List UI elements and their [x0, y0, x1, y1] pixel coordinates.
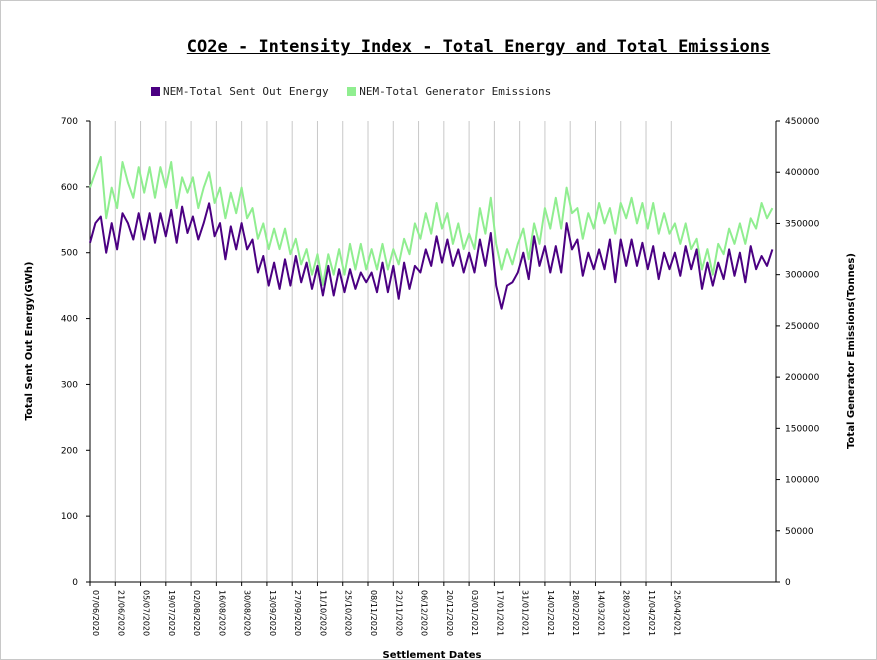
- x-tick-label: 28/03/2021: [622, 590, 631, 636]
- x-tick-label: 14/02/2021: [546, 590, 555, 636]
- legend: NEM-Total Sent Out Energy NEM-Total Gene…: [151, 85, 563, 98]
- x-tick-label: 19/07/2020: [167, 590, 176, 636]
- x-tick-label: 27/09/2020: [293, 590, 302, 636]
- x-tick-label: 20/12/2020: [445, 590, 454, 636]
- x-tick-label: 31/01/2021: [521, 590, 530, 636]
- legend-item-emissions: NEM-Total Generator Emissions: [347, 85, 551, 98]
- y-right-tick-label: 50000: [785, 527, 814, 537]
- y-right-tick-label: 250000: [785, 322, 820, 332]
- x-tick-label: 14/03/2021: [596, 590, 605, 636]
- y-right-tick-label: 150000: [785, 424, 820, 434]
- x-tick-label: 11/04/2021: [647, 590, 656, 636]
- x-tick-label: 17/01/2021: [495, 590, 504, 636]
- grid-lines: [114, 121, 672, 582]
- series-line-emissions: [89, 155, 774, 286]
- x-tick-label: 07/06/2020: [91, 590, 100, 636]
- y-left-tick-label: 100: [61, 512, 78, 522]
- y-left-tick-label: 700: [61, 117, 78, 127]
- y-axis-left-label: Total Sent Out Energy(GWh): [24, 262, 35, 421]
- y-left-tick-label: 400: [61, 315, 78, 325]
- series-line-energy: [89, 202, 774, 310]
- x-tick-label: 13/09/2020: [268, 590, 277, 636]
- series-lines: [89, 155, 774, 310]
- legend-item-energy: NEM-Total Sent Out Energy: [151, 85, 329, 98]
- x-tick-label: 05/07/2020: [142, 590, 151, 636]
- y-right-tick-label: 400000: [785, 168, 820, 178]
- y-right-tick-label: 0: [785, 578, 791, 588]
- x-tick-label: 16/08/2020: [217, 590, 226, 636]
- x-tick-label: 08/11/2020: [369, 590, 378, 636]
- y-right-tick-label: 450000: [785, 117, 820, 127]
- y-right-tick-label: 350000: [785, 219, 820, 229]
- legend-label-emissions: NEM-Total Generator Emissions: [359, 85, 552, 98]
- x-tick-label: 21/06/2020: [116, 590, 125, 636]
- x-tick-label: 25/04/2021: [672, 590, 681, 636]
- x-axis-label: Settlement Dates: [383, 650, 482, 659]
- y-right-tick-label: 100000: [785, 476, 820, 486]
- x-tick-label: 25/10/2020: [344, 590, 353, 636]
- x-tick-label: 06/12/2020: [420, 590, 429, 636]
- y-right-tick-label: 200000: [785, 373, 820, 383]
- x-tick-label: 28/02/2021: [571, 590, 580, 636]
- y-left-tick-label: 500: [61, 249, 78, 259]
- y-left-tick-label: 0: [72, 578, 78, 588]
- y-axis-right-label: Total Generator Emissions(Tonnes): [846, 253, 857, 449]
- legend-label-energy: NEM-Total Sent Out Energy: [163, 85, 329, 98]
- x-tick-label: 02/08/2020: [192, 590, 201, 636]
- y-right-tick-label: 300000: [785, 271, 820, 281]
- axis-labels: Total Sent Out Energy(GWh) Total Generat…: [24, 253, 857, 659]
- axes: 07/06/2020 21/06/2020 05/07/2020 19/07/2020…: [61, 117, 820, 636]
- y-left-tick-label: 300: [61, 380, 78, 390]
- legend-swatch-energy: [151, 87, 160, 96]
- y-left-tick-label: 600: [61, 183, 78, 193]
- x-tick-label: 30/08/2020: [243, 590, 252, 636]
- legend-swatch-emissions: [347, 87, 357, 96]
- x-tick-label: 03/01/2021: [470, 590, 479, 636]
- x-tick-label: 22/11/2020: [394, 590, 403, 636]
- y-left-tick-label: 200: [61, 446, 78, 456]
- chart-title: CO2e - Intensity Index - Total Energy an…: [186, 37, 771, 57]
- x-tick-label: 11/10/2020: [318, 590, 327, 636]
